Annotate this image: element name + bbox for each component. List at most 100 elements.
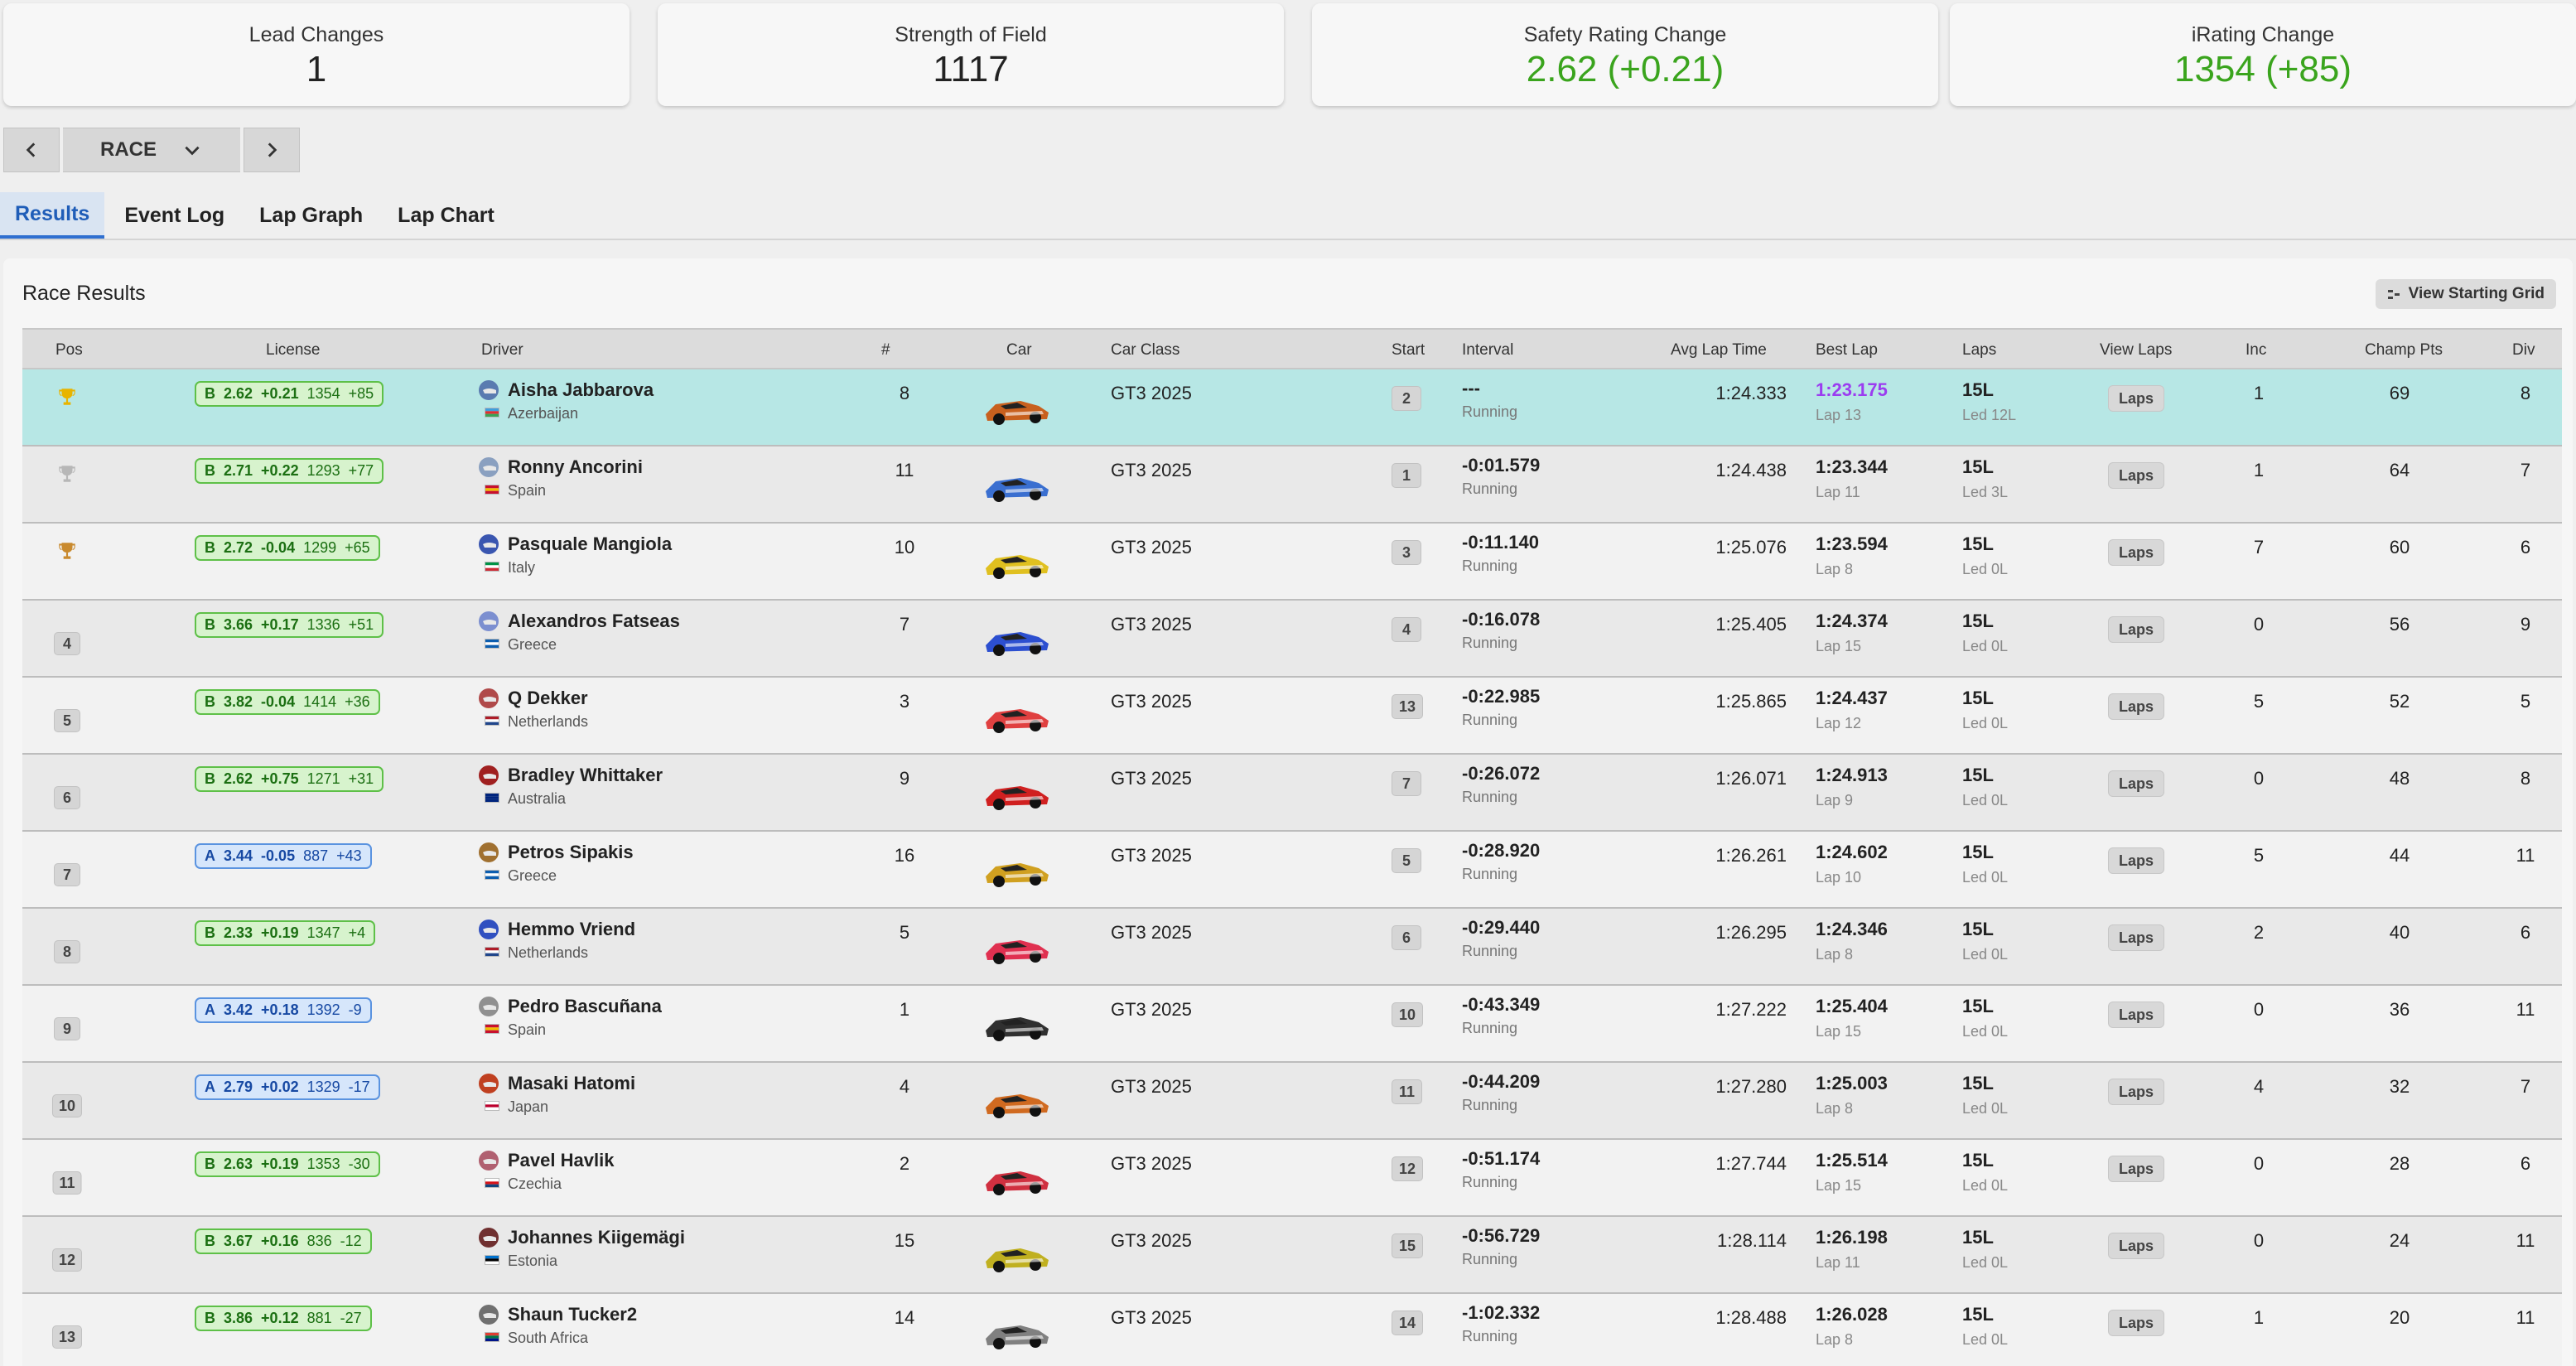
view-laps-button[interactable]: Laps (2108, 616, 2164, 643)
flag-icon (485, 562, 499, 572)
driver-name[interactable]: Hemmo Vriend (508, 919, 636, 939)
incidents: 4 (2253, 1076, 2265, 1097)
column-header-inc[interactable]: Inc (2246, 341, 2267, 359)
column-header-pos[interactable]: Pos (55, 341, 83, 359)
view-laps-button[interactable]: Laps (2108, 693, 2164, 720)
driver-name[interactable]: Ronny Ancorini (508, 456, 643, 477)
table-row[interactable]: B 2.62 +0.21 1354 +85 Aisha Jabbarova Az… (22, 369, 2562, 446)
tab-lap-graph[interactable]: Lap Graph (259, 203, 364, 227)
start-position-badge: 4 (1392, 617, 1421, 642)
laps-cell: 15L Led 0L (1962, 533, 2008, 578)
car-class: GT3 2025 (1111, 999, 1192, 1020)
laps-cell: 15L Led 0L (1962, 1073, 2008, 1117)
laps-led: Led 0L (1962, 1331, 2009, 1348)
session-dropdown[interactable]: RACE (63, 128, 240, 172)
average-lap-time: 1:27.222 (1715, 999, 1787, 1020)
view-laps-button[interactable]: Laps (2108, 462, 2164, 489)
tab-results[interactable]: Results (0, 192, 105, 239)
column-header-car[interactable]: Car (1006, 341, 1032, 359)
view-laps-button[interactable]: Laps (2108, 1002, 2164, 1028)
table-row[interactable]: B 2.72 -0.04 1299 +65 Pasquale Mangiola … (22, 524, 2562, 601)
laps-completed: 15L (1962, 456, 1994, 477)
champ-points: 69 (2389, 383, 2410, 403)
driver-name[interactable]: Shaun Tucker2 (508, 1304, 638, 1325)
table-row[interactable]: 9 A 3.42 +0.18 1392 -9 Pedro Bascuñana S… (22, 986, 2562, 1063)
stat-card-safety-rating-change: Safety Rating Change 2.62 (+0.21) (1312, 3, 1938, 106)
interval-value: -0:44.209 (1462, 1071, 1541, 1092)
driver-name[interactable]: Petros Sipakis (508, 842, 634, 862)
table-row[interactable]: 11 B 2.63 +0.19 1353 -30 Pavel Havlik Cz… (22, 1140, 2562, 1217)
driver-name[interactable]: Pasquale Mangiola (508, 533, 673, 554)
driver-country: Australia (508, 790, 567, 807)
tab-event-log[interactable]: Event Log (124, 203, 225, 227)
next-session-button[interactable] (244, 128, 300, 172)
table-row[interactable]: 10 A 2.79 +0.02 1329 -17 Masaki Hatomi J… (22, 1063, 2562, 1140)
average-lap-time: 1:26.295 (1715, 922, 1787, 943)
tab-lap-chart[interactable]: Lap Chart (398, 203, 494, 227)
column-header-start[interactable]: Start (1392, 341, 1425, 359)
driver-name[interactable]: Pavel Havlik (508, 1150, 615, 1171)
best-lap-cell: 1:24.346 Lap 8 (1816, 919, 1888, 963)
view-laps-button[interactable]: Laps (2108, 924, 2164, 951)
column-header-div[interactable]: Div (2512, 341, 2535, 359)
driver-country: Spain (508, 482, 547, 499)
view-laps-button[interactable]: Laps (2108, 1233, 2164, 1259)
view-laps-button[interactable]: Laps (2108, 1156, 2164, 1182)
helmet-icon (479, 1305, 499, 1325)
table-row[interactable]: 4 B 3.66 +0.17 1336 +51 Alexandros Fatse… (22, 601, 2562, 678)
car-class: GT3 2025 (1111, 383, 1192, 403)
table-row[interactable]: 6 B 2.62 +0.75 1271 +31 Bradley Whittake… (22, 755, 2562, 832)
driver-name[interactable]: Q Dekker (508, 688, 588, 708)
column-header-license[interactable]: License (266, 341, 321, 359)
interval-value: -0:51.174 (1462, 1148, 1541, 1169)
license-safety-rating: 3.86 (224, 1310, 253, 1326)
best-lap-time: 1:24.602 (1816, 842, 1888, 862)
previous-session-button[interactable] (3, 128, 60, 172)
helmet-icon (479, 920, 499, 939)
driver-name[interactable]: Masaki Hatomi (508, 1073, 636, 1093)
view-laps-button[interactable]: Laps (2108, 385, 2164, 412)
table-row[interactable]: 5 B 3.82 -0.04 1414 +36 Q Dekker Netherl… (22, 678, 2562, 755)
column-header-interval[interactable]: Interval (1462, 341, 1514, 359)
car-icon (986, 786, 1049, 810)
view-starting-grid-button[interactable]: View Starting Grid (2375, 279, 2556, 309)
incidents: 1 (2253, 1307, 2265, 1328)
division: 9 (2520, 614, 2531, 635)
driver-name[interactable]: Johannes Kiigemägi (508, 1227, 685, 1248)
license-class: B (205, 1233, 215, 1249)
column-header-driver[interactable]: Driver (481, 341, 523, 359)
view-starting-grid-label: View Starting Grid (2408, 285, 2545, 302)
column-header-champ-pts[interactable]: Champ Pts (2365, 341, 2443, 359)
table-row[interactable]: 7 A 3.44 -0.05 887 +43 Petros Sipakis Gr… (22, 832, 2562, 909)
column-header-number[interactable]: # (881, 341, 890, 359)
view-laps-button[interactable]: Laps (2108, 1310, 2164, 1336)
column-header-best-lap[interactable]: Best Lap (1816, 341, 1878, 359)
table-row[interactable]: 13 B 3.86 +0.12 881 -27 Shaun Tucker2 So… (22, 1294, 2562, 1366)
view-laps-button[interactable]: Laps (2108, 847, 2164, 874)
column-header-avg-lap-time[interactable]: Avg Lap Time (1671, 341, 1767, 359)
laps-cell: 15L Led 0L (1962, 1304, 2008, 1349)
driver-name[interactable]: Aisha Jabbarova (508, 379, 654, 400)
license-class: B (205, 462, 215, 479)
driver-name[interactable]: Alexandros Fatseas (508, 611, 680, 631)
column-header-car-class[interactable]: Car Class (1111, 341, 1180, 359)
table-row[interactable]: B 2.71 +0.22 1293 +77 Ronny Ancorini Spa… (22, 446, 2562, 524)
car-number: 15 (894, 1230, 915, 1251)
driver-country: Italy (508, 559, 536, 576)
division: 7 (2520, 1076, 2531, 1097)
table-row[interactable]: 12 B 3.67 +0.16 836 -12 Johannes Kiigemä… (22, 1217, 2562, 1294)
license-badge: B 3.67 +0.16 836 -12 (195, 1228, 372, 1254)
license-safety-rating: 3.44 (224, 847, 253, 864)
view-laps-button[interactable]: Laps (2108, 539, 2164, 566)
driver-name[interactable]: Pedro Bascuñana (508, 996, 662, 1016)
view-laps-button[interactable]: Laps (2108, 770, 2164, 797)
driver-country: Azerbaijan (508, 405, 579, 422)
view-laps-button[interactable]: Laps (2108, 1079, 2164, 1105)
interval-cell: -0:11.140 Running (1462, 532, 1539, 575)
table-row[interactable]: 8 B 2.33 +0.19 1347 +4 Hemmo Vriend Neth… (22, 909, 2562, 986)
column-header-laps[interactable]: Laps (1962, 341, 1997, 359)
driver-status: Running (1462, 480, 1518, 497)
incidents: 1 (2253, 460, 2265, 480)
car-class: GT3 2025 (1111, 537, 1192, 558)
driver-name[interactable]: Bradley Whittaker (508, 765, 663, 785)
